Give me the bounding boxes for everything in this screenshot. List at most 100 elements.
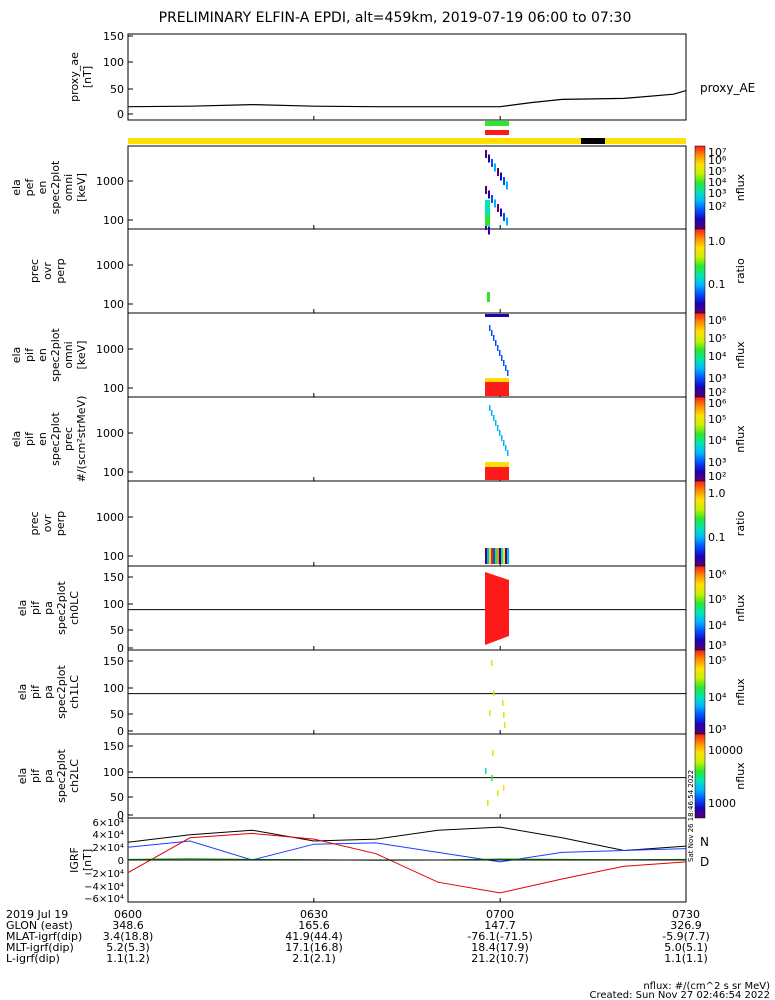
panel-label-line: pa (42, 769, 55, 783)
spectrogram-cell (488, 154, 490, 163)
spectrogram-cell (495, 548, 497, 564)
panel-label-line: ela (10, 431, 23, 448)
ephemeris-value: 5.2(5.3) (106, 941, 150, 954)
spectrogram-cell (497, 425, 499, 431)
ephemeris-value: 348.6 (112, 919, 144, 932)
colorbar-tick-label: 0.1 (708, 531, 726, 544)
ephemeris-value: 0600 (114, 908, 142, 921)
spectrogram-cell (485, 378, 509, 382)
panel-frame (127, 228, 687, 314)
colorbar-tick-label: 1.0 (708, 487, 726, 500)
colorbar-tick-label: 10² (708, 386, 726, 399)
ephemeris-value: 326.9 (670, 919, 702, 932)
panel-label-line: en (36, 348, 49, 362)
series-label-n: N (700, 835, 709, 849)
panel-label-line: ela (16, 768, 29, 785)
colorbar-tick-label: 10³ (708, 372, 726, 385)
spectrogram-cell (497, 790, 499, 796)
status-bar-green (485, 121, 509, 126)
panel-label-line: [nT] (81, 66, 94, 88)
ephemeris-value: 165.6 (298, 919, 330, 932)
ephemeris-row-label: 2019 Jul 19 (6, 908, 68, 921)
colorbar-tick-label: 10³ (708, 723, 726, 736)
y-tick-label: 1000 (96, 259, 124, 272)
spectrogram-cell (501, 435, 503, 441)
spectrogram-cell (485, 186, 487, 194)
spectrogram-cell (497, 345, 499, 351)
colorbar-tick-label: 1000 (708, 797, 736, 810)
colorbar-title: nflux (734, 678, 747, 706)
spectrogram-cell (501, 355, 503, 361)
spectrogram-cell (491, 548, 493, 564)
panel-frame (127, 565, 687, 651)
spectrogram-cell (503, 712, 505, 718)
colorbar-title: nflux (734, 425, 747, 453)
y-tick-label: 100 (103, 298, 124, 311)
spectrogram-cell (487, 292, 490, 302)
figure-title: PRELIMINARY ELFIN-A EPDI, alt=459km, 201… (159, 10, 632, 26)
spectrogram-cell (495, 340, 497, 346)
y-tick-label: 6×10⁴ (93, 818, 124, 829)
spectrogram-cell (494, 199, 496, 208)
y-tick-label: 50 (110, 791, 124, 804)
y-tick-label: 100 (103, 214, 124, 227)
ephemeris-row-label: MLT-igrf(dip) (6, 941, 74, 954)
created-note: Created: Sun Nov 27 02:46:54 2022 (590, 990, 770, 1000)
spectrogram-cell (505, 365, 507, 371)
spectrogram-cell (503, 548, 505, 564)
ephemeris-value: 0730 (672, 908, 700, 921)
panel-pif_prec: ela pif en spec2plot prec #/(scm²strMeV) 1000 1… (10, 396, 747, 483)
panel-frame (127, 733, 687, 819)
spectrogram-cell (505, 445, 507, 451)
side-stamp: Sat Nov 26 18:46:54 2022 (687, 770, 695, 862)
colorbar-title: nflux (734, 594, 747, 622)
panel-label-line: prec (28, 259, 41, 283)
status-bar-yellow (128, 138, 686, 144)
ephemeris-table: 2019 Jul 19 0600 0630 0700 0730 GLON (east) 34… (6, 908, 710, 965)
spectrogram-cell (489, 325, 491, 331)
panel-label-line: perp (54, 258, 67, 283)
y-tick-label: 4×10⁴ (93, 830, 124, 841)
spectrogram-cell (492, 750, 494, 756)
y-tick-label: −4×10⁴ (84, 882, 124, 893)
ephemeris-value: 21.2(10.7) (471, 952, 529, 965)
spectrogram-cell (505, 548, 507, 564)
ephemeris-value: -76.1(-71.5) (467, 930, 533, 943)
colorbar (694, 145, 706, 230)
panel-label-line: pa (42, 685, 55, 699)
y-tick-label: 1000 (96, 343, 124, 356)
spectrogram-cell (499, 430, 501, 436)
spectrogram-cell (502, 700, 504, 706)
panel-frame (127, 145, 687, 230)
spectrogram-cell (507, 450, 509, 456)
spectrogram-cell (503, 213, 505, 221)
panel-label-line: ovr (41, 514, 54, 532)
units-note: nflux: #/(cm^2 s sr MeV) (643, 981, 770, 992)
colorbar (694, 312, 706, 398)
colorbar-tick-label: 10⁶ (708, 154, 727, 167)
ephemeris-row-label: MLAT-igrf(dip) (6, 930, 82, 943)
ephemeris-value: 17.1(16.8) (285, 941, 343, 954)
spectrogram-cell (485, 200, 490, 226)
spectrogram-cell (497, 168, 499, 176)
colorbar-tick-label: 10⁴ (708, 691, 727, 704)
ephemeris-value: 0700 (486, 908, 514, 921)
y-tick-label: 150 (103, 655, 124, 668)
panel-label-line: pef (23, 178, 36, 197)
y-tick-label: 2×10⁴ (93, 843, 124, 854)
panel-label-line: [nT] (81, 849, 94, 871)
spectrogram-cell (489, 548, 491, 564)
panel-label-line: spec2plot (55, 581, 68, 635)
panel-label-line: ela (10, 347, 23, 364)
colorbar-tick-label: 10⁶ (708, 314, 727, 327)
panel-frame (127, 649, 687, 735)
spectrogram-cell (504, 722, 506, 728)
colorbar-tick-label: 1.0 (708, 235, 726, 248)
spectrogram-cell (485, 215, 490, 225)
ephemeris-value: 18.4(17.9) (471, 941, 529, 954)
colorbar-title: ratio (734, 511, 747, 537)
spectrogram-cell (491, 660, 493, 666)
colorbar (694, 565, 706, 651)
